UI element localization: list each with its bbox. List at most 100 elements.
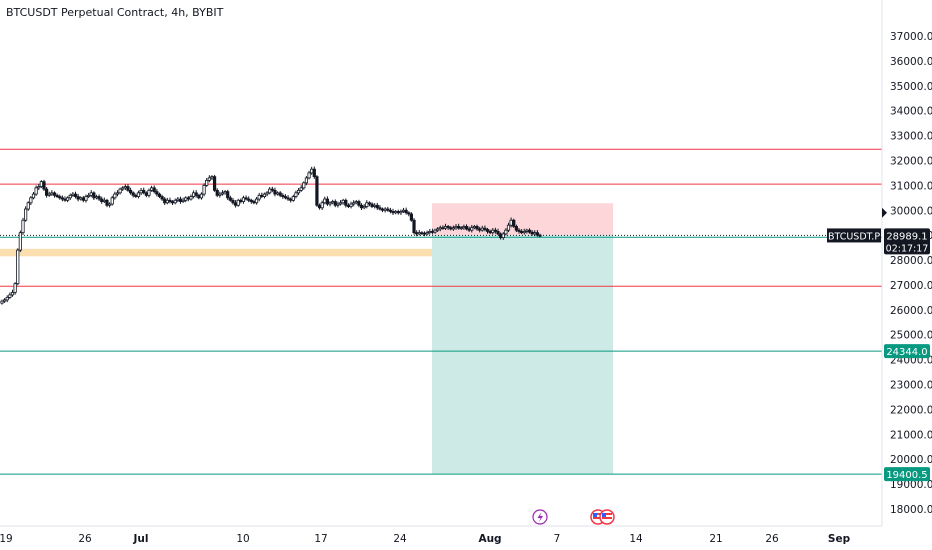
candles-layer: [0, 166, 542, 305]
candle: [344, 198, 348, 208]
candle: [160, 194, 164, 201]
candle-body: [325, 198, 330, 205]
candle: [459, 226, 463, 231]
candle: [464, 224, 469, 231]
position-stop-zone[interactable]: [432, 203, 613, 236]
candle-body: [55, 194, 59, 197]
candle-body: [459, 227, 463, 230]
candle-body: [3, 299, 7, 302]
candle: [254, 196, 259, 205]
candle-body: [396, 211, 400, 214]
candle-body: [457, 226, 461, 229]
candle: [454, 224, 458, 230]
candle-body: [517, 229, 521, 232]
supply-zone: [0, 248, 613, 257]
candle-body: [485, 229, 490, 232]
candle: [509, 217, 513, 228]
candle: [21, 217, 25, 235]
candle-body: [404, 209, 408, 214]
candle: [470, 225, 474, 233]
candle-body: [331, 201, 335, 204]
candle-body: [37, 186, 41, 189]
candle-body: [173, 199, 177, 204]
candle-body: [451, 227, 455, 230]
candle-body: [480, 227, 484, 231]
candle-body: [265, 192, 269, 195]
candle-body: [218, 193, 222, 196]
candle-body: [241, 197, 246, 202]
candle-body: [512, 219, 516, 227]
candle-body: [520, 231, 524, 234]
candle: [39, 180, 43, 189]
candle: [50, 190, 54, 196]
candle: [157, 192, 162, 199]
candle-body: [92, 192, 96, 199]
candle: [18, 230, 22, 252]
y-tick-label: 31000.0: [890, 180, 932, 192]
candle-body: [113, 193, 117, 199]
candle-body: [357, 201, 361, 206]
candle: [202, 183, 206, 197]
candle: [110, 195, 114, 206]
candle: [488, 229, 492, 235]
candle: [475, 224, 479, 231]
candle-body: [504, 229, 508, 235]
candle-body: [31, 193, 36, 199]
currency-button[interactable]: USDT: [884, 4, 928, 26]
price-axis[interactable]: 18000.0 19000.0 20000.0 21000.0 22000.0 23000…: [881, 0, 932, 550]
candle-body: [39, 181, 43, 188]
candle: [8, 292, 12, 299]
us-flag-event-icon[interactable]: [590, 509, 606, 525]
candle: [260, 192, 264, 199]
candle-body: [478, 228, 482, 231]
candle: [199, 192, 204, 200]
candle: [252, 199, 256, 205]
candle-body: [21, 219, 25, 234]
time-axis[interactable]: 19 26 Jul 10 17 24 Aug 7 14 21 26 Sep: [0, 525, 882, 550]
candle-body: [499, 233, 503, 239]
y-tick-label: 34000.0: [890, 106, 932, 118]
candle: [378, 205, 382, 211]
candle: [333, 199, 337, 208]
candle-body: [307, 172, 311, 179]
us-flag-event-icon[interactable]: [599, 509, 615, 525]
candle-body: [134, 194, 138, 197]
scroll-right-icon[interactable]: [882, 207, 887, 218]
candle: [294, 190, 298, 199]
candle: [181, 197, 185, 204]
y-tick-label: 29000.0: [890, 230, 932, 242]
lightning-event-icon[interactable]: [532, 509, 548, 525]
candle: [94, 194, 99, 200]
candle-body: [202, 184, 206, 195]
y-tick-label: 35000.0: [890, 81, 932, 93]
candle-body: [488, 231, 492, 234]
candle: [100, 196, 104, 204]
candle: [380, 207, 385, 213]
zones-layer: [0, 203, 613, 475]
candle: [338, 200, 343, 206]
candle-body: [257, 194, 261, 200]
candle: [236, 198, 240, 207]
candle-body: [66, 197, 70, 201]
candle: [430, 228, 435, 235]
candle-body: [310, 168, 314, 174]
candle: [394, 210, 398, 215]
horizontal-lines-layer: [0, 148, 882, 475]
candle-body: [100, 198, 104, 202]
candle: [81, 196, 85, 203]
candle-body: [425, 232, 429, 235]
candle-body: [299, 187, 303, 191]
candle-body: [184, 197, 188, 201]
candle-body: [24, 208, 28, 221]
position-target-zone[interactable]: [432, 235, 613, 475]
candle-body: [391, 211, 395, 214]
countdown-label: 02:17:17: [886, 243, 929, 254]
candle-body: [441, 227, 445, 230]
candle: [291, 194, 295, 202]
candle: [139, 187, 143, 196]
candle: [115, 190, 120, 197]
x-tick-label: 10: [236, 533, 249, 545]
candle-body: [249, 199, 253, 202]
candle-body: [260, 194, 264, 197]
